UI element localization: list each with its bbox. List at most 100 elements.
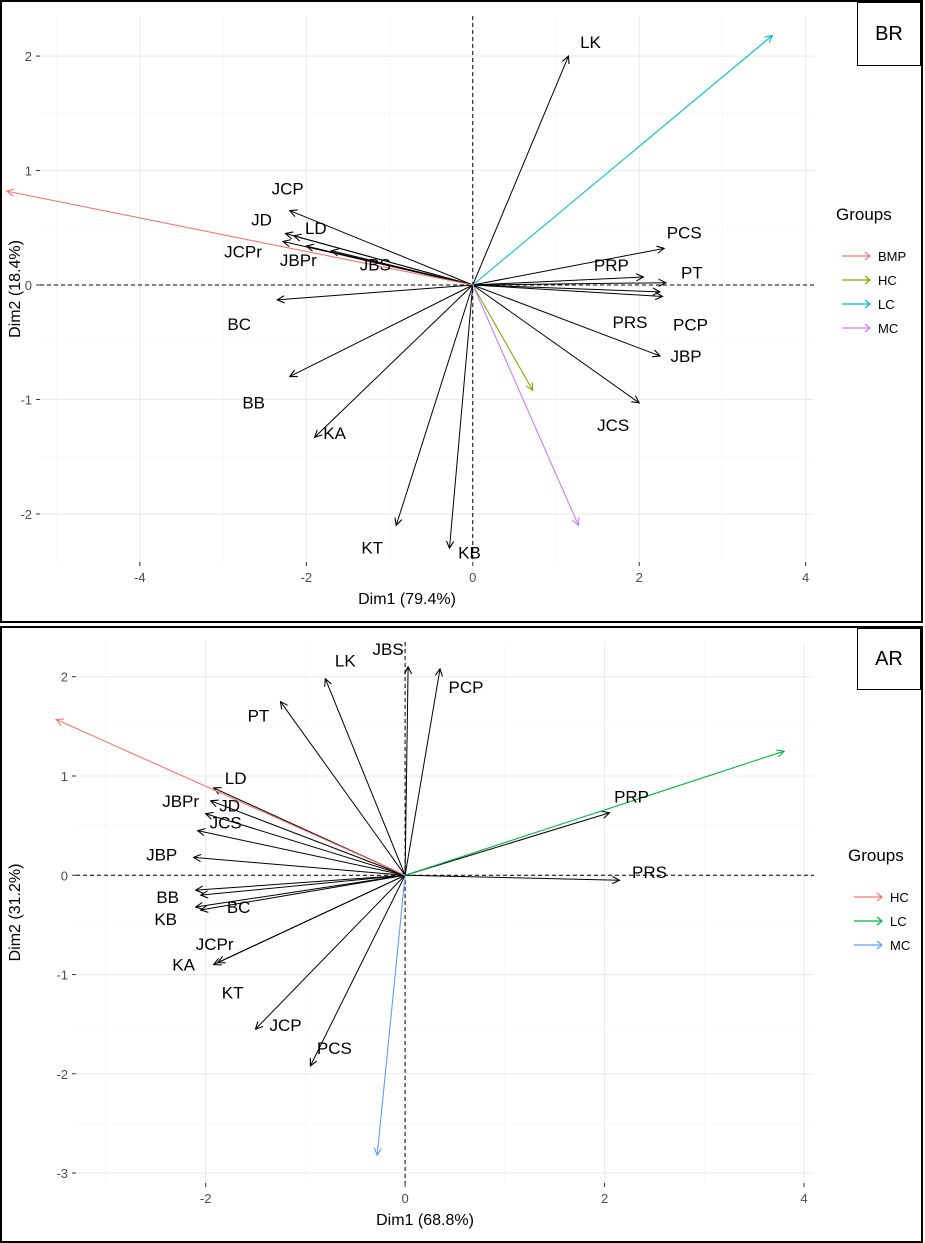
variable-label: PT (248, 707, 270, 726)
variable-label: BB (242, 394, 265, 413)
variable-arrow (290, 284, 473, 377)
biplot-ar: -2 0 2 4 -3 -2 -1 0 1 2 Dim1 (68.8%) Dim2 (31.2%) JB… (7, 640, 910, 1229)
y-tick-label: 0 (61, 868, 68, 883)
group-arrow (472, 284, 533, 390)
variable-arrow (472, 284, 663, 296)
y-axis-label: Dim2 (31.2%) (7, 864, 24, 962)
x-tick-label: -4 (134, 570, 146, 585)
group-arrows (56, 719, 784, 1155)
y-tick-label: -1 (56, 968, 68, 983)
variable-label: PRP (594, 256, 629, 275)
legend-key-arrowhead (864, 299, 871, 309)
variable-arrow (405, 667, 408, 876)
x-axis-label: Dim1 (79.4%) (358, 591, 456, 608)
variable-label: JCP (272, 180, 304, 199)
panel-tag-br: BR (857, 2, 921, 66)
variable-arrow (472, 283, 666, 285)
legend-label: HC (890, 890, 909, 905)
legend-key-arrowhead (876, 916, 883, 926)
variable-arrow (290, 211, 473, 286)
biplot-panel-br: -4 -2 0 2 4 -2 -1 0 1 2 Dim1 (79.4%) Dim2 (18.4%) LK… (0, 0, 923, 623)
variable-arrow (472, 56, 569, 286)
y-tick-label: 2 (61, 670, 68, 685)
y-tick-label: 2 (25, 49, 32, 64)
variable-arrow (294, 236, 473, 286)
legend-key-arrowhead (864, 251, 871, 261)
variable-label: JBP (670, 347, 701, 366)
variable-label: KA (172, 956, 195, 975)
variable-arrow (218, 874, 406, 962)
variable-label: PCP (449, 678, 484, 697)
variable-label: JBS (360, 256, 391, 275)
variable-arrow (280, 702, 406, 876)
variable-label: KT (361, 538, 383, 557)
grid (76, 642, 814, 1183)
panel-tag-ar: AR (857, 628, 921, 690)
y-tick-label: 1 (25, 164, 32, 179)
variable-arrow (331, 251, 473, 286)
legend-title: Groups (836, 205, 892, 224)
variable-label: JBPr (280, 251, 317, 270)
group-arrow (7, 191, 473, 286)
variable-label: PCS (667, 223, 702, 242)
x-tick-label: 4 (800, 1191, 807, 1206)
x-tick-label: 2 (636, 570, 643, 585)
x-tick-label: 4 (802, 570, 809, 585)
variable-label: KB (154, 910, 177, 929)
variable-label: PRP (614, 788, 649, 807)
y-tick-label: -3 (56, 1166, 68, 1181)
variable-arrow (325, 679, 406, 876)
variable-label: JD (251, 210, 272, 229)
variable-label: JBPr (162, 792, 199, 811)
variable-arrow (472, 284, 660, 356)
variable-arrows (194, 667, 620, 1066)
variable-label: BC (227, 315, 251, 334)
variable-label: PCS (317, 1039, 352, 1058)
legend-label: MC (878, 321, 898, 336)
variable-label: PT (681, 264, 703, 283)
variable-arrow (194, 857, 406, 876)
variable-label: PRS (613, 313, 648, 332)
x-tick-label: -2 (200, 1191, 212, 1206)
legend-key-arrowhead (876, 940, 883, 950)
variable-label: JCPr (224, 242, 262, 261)
variable-arrow (206, 814, 406, 876)
legend-key-arrowhead (864, 275, 871, 285)
variable-arrow (198, 831, 406, 876)
variable-label: KT (222, 984, 244, 1003)
variable-label: JBS (373, 640, 404, 659)
variable-arrow (211, 801, 406, 876)
variable-arrow (472, 277, 644, 286)
variable-label: LD (305, 219, 327, 238)
variable-arrow (315, 284, 474, 437)
variable-arrow (396, 284, 474, 525)
variable-arrow (277, 284, 473, 300)
y-tick-label: -2 (56, 1067, 68, 1082)
variable-arrow (196, 874, 406, 890)
legend-label: LC (890, 914, 907, 929)
y-tick-label: -2 (20, 507, 32, 522)
variable-label: BB (156, 888, 179, 907)
group-arrow (377, 875, 406, 1155)
legend-key-arrowhead (876, 892, 883, 902)
variable-label: KB (458, 543, 481, 562)
variable-label: JBP (146, 845, 177, 864)
legend: Groups HC LC MC (848, 846, 910, 953)
x-tick-label: 0 (469, 570, 476, 585)
variable-arrow (201, 874, 406, 895)
variable-arrow (201, 874, 406, 910)
legend-title: Groups (848, 846, 904, 865)
variable-label: JCS (597, 416, 629, 435)
variable-label: BC (227, 898, 251, 917)
variable-label: LK (580, 33, 601, 52)
y-tick-label: -1 (20, 392, 32, 407)
variable-label: PCP (673, 315, 708, 334)
variable-arrow (404, 813, 609, 876)
legend-label: HC (878, 273, 897, 288)
variable-label: JCS (210, 814, 242, 833)
group-arrow (472, 284, 579, 525)
variable-label: JCP (269, 1016, 301, 1035)
variable-label: JCPr (196, 935, 234, 954)
x-axis-label: Dim1 (68.8%) (376, 1212, 474, 1229)
biplot-panel-ar: -2 0 2 4 -3 -2 -1 0 1 2 Dim1 (68.8%) Dim2 (31.2%) JB… (0, 626, 923, 1243)
